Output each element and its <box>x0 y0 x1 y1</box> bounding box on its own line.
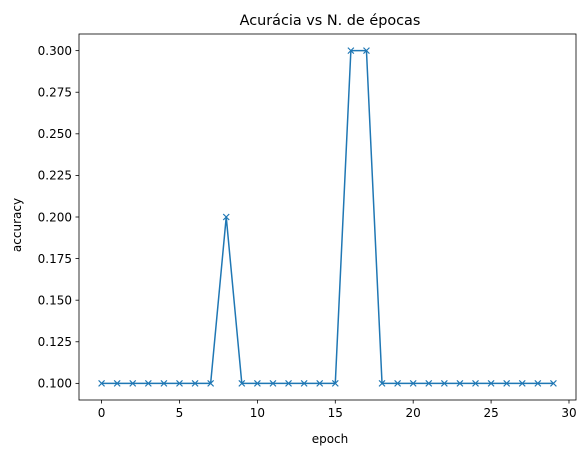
data-point-marker <box>456 379 464 387</box>
x-tick-label: 0 <box>98 406 106 420</box>
data-point-marker <box>253 379 261 387</box>
data-point-marker <box>394 379 402 387</box>
data-point-marker <box>316 379 324 387</box>
series-line <box>101 49 554 385</box>
y-tick-label: 0.150 <box>38 293 72 307</box>
data-point-marker <box>363 47 370 55</box>
data-point-marker <box>440 379 448 387</box>
data-point-marker <box>238 379 246 387</box>
data-point-marker <box>549 379 557 387</box>
data-point-marker <box>269 379 277 387</box>
data-point-marker <box>300 379 308 387</box>
data-point-marker <box>207 379 215 387</box>
data-point-marker <box>425 379 433 387</box>
x-axis: 0 5 10 15 20 25 30 <box>98 400 577 420</box>
x-axis-label: epoch <box>312 432 349 446</box>
data-point-marker <box>191 379 199 387</box>
y-tick-label: 0.200 <box>38 210 72 224</box>
x-tick-label: 10 <box>250 406 265 420</box>
data-point-marker <box>472 379 479 387</box>
data-point-marker <box>518 379 526 387</box>
y-axis-label: accuracy <box>10 198 24 252</box>
y-tick-label: 0.300 <box>38 44 72 58</box>
x-tick-label: 30 <box>561 406 576 420</box>
plot-area <box>78 33 577 401</box>
data-point-marker <box>487 379 495 387</box>
y-tick-label: 0.275 <box>38 86 72 100</box>
y-tick-label: 0.175 <box>38 252 72 266</box>
x-tick-label: 20 <box>406 406 421 420</box>
data-point-marker <box>331 379 339 387</box>
data-point-marker <box>222 213 230 221</box>
series-layer <box>98 47 557 387</box>
data-point-marker <box>409 379 417 387</box>
data-point-marker <box>160 379 168 387</box>
y-tick-label: 0.100 <box>38 377 72 391</box>
y-tick-label: 0.225 <box>38 169 72 183</box>
data-point-marker <box>98 379 106 387</box>
data-point-marker <box>285 379 292 387</box>
x-tick-label: 5 <box>176 406 184 420</box>
chart-title: Acurácia vs N. de épocas <box>240 13 421 29</box>
data-point-marker <box>347 47 355 55</box>
data-point-marker <box>113 379 121 387</box>
data-point-marker <box>378 379 386 387</box>
x-tick-label: 15 <box>328 406 343 420</box>
data-point-marker <box>129 379 137 387</box>
y-tick-label: 0.125 <box>38 335 72 349</box>
y-axis: 0.100 0.125 0.150 0.175 0.200 0.225 0.250 0.275… <box>38 44 79 391</box>
data-point-marker <box>176 379 183 387</box>
x-tick-label: 25 <box>483 406 498 420</box>
data-point-marker <box>144 379 152 387</box>
y-tick-label: 0.250 <box>38 127 72 141</box>
data-point-marker <box>534 379 542 387</box>
plot-frame <box>78 33 577 401</box>
data-point-marker <box>503 379 511 387</box>
